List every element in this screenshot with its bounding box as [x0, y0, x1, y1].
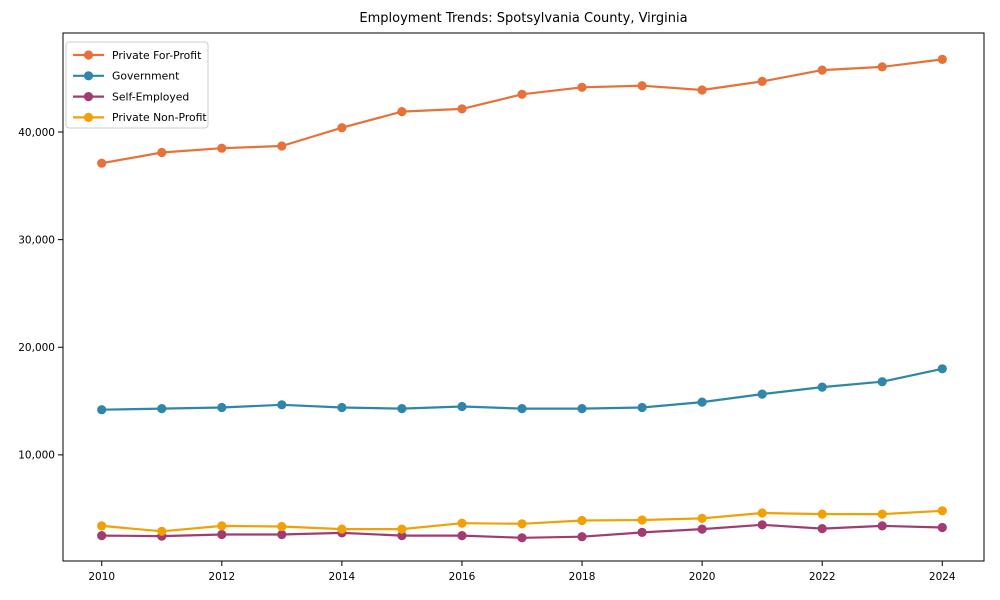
- data-point-private-non-profit-2015[interactable]: [397, 524, 407, 534]
- data-point-private-for-profit-2021[interactable]: [757, 76, 767, 86]
- y-axis-tick-label: 10,000: [18, 450, 55, 462]
- legend-marker: [83, 112, 94, 122]
- series-line-government: [100, 367, 944, 411]
- legend-marker: [83, 71, 94, 81]
- data-point-private-for-profit-2017[interactable]: [517, 89, 527, 99]
- data-point-private-non-profit-2024[interactable]: [937, 506, 947, 516]
- data-point-government-2011[interactable]: [157, 404, 167, 414]
- x-axis-tick-label: 2012: [208, 571, 235, 583]
- data-point-private-for-profit-2024[interactable]: [937, 54, 947, 64]
- series-private-non-profit: [97, 506, 947, 536]
- data-point-private-non-profit-2020[interactable]: [697, 513, 707, 524]
- legend-marker: [83, 50, 94, 60]
- data-point-government-2016[interactable]: [457, 401, 467, 412]
- data-point-self-employed-2012[interactable]: [217, 529, 227, 540]
- y-axis-tick-label: 30,000: [18, 234, 55, 246]
- data-point-self-employed-2021[interactable]: [757, 520, 767, 530]
- data-point-private-for-profit-2020[interactable]: [697, 85, 707, 95]
- legend-item-government[interactable]: Government: [73, 70, 179, 83]
- data-point-private-non-profit-2013[interactable]: [277, 521, 287, 532]
- data-point-private-non-profit-2022[interactable]: [817, 509, 827, 519]
- x-axis-tick-label: 2014: [329, 571, 356, 583]
- data-point-private-for-profit-2016[interactable]: [457, 104, 467, 114]
- legend-marker: [83, 92, 94, 102]
- legend-label: Government: [112, 70, 179, 83]
- x-axis-tick-label: 2016: [449, 571, 476, 583]
- data-point-private-for-profit-2023[interactable]: [877, 62, 887, 72]
- data-point-self-employed-2019[interactable]: [637, 527, 647, 538]
- data-point-government-2022[interactable]: [817, 382, 827, 392]
- data-point-self-employed-2022[interactable]: [817, 524, 827, 534]
- data-point-government-2023[interactable]: [877, 377, 887, 387]
- y-axis-tick-label: 20,000: [18, 342, 55, 354]
- series-line-private-for-profit: [100, 58, 944, 165]
- data-point-private-non-profit-2018[interactable]: [577, 515, 587, 526]
- data-point-private-non-profit-2023[interactable]: [877, 509, 887, 519]
- series-government: [97, 364, 947, 415]
- legend-label: Self-Employed: [112, 90, 189, 103]
- data-point-government-2014[interactable]: [337, 402, 347, 413]
- x-axis-tick-label: 2024: [929, 571, 956, 583]
- data-point-private-for-profit-2010[interactable]: [97, 158, 107, 168]
- data-point-private-non-profit-2010[interactable]: [97, 521, 107, 531]
- data-point-self-employed-2023[interactable]: [877, 521, 887, 531]
- data-point-government-2010[interactable]: [97, 405, 107, 415]
- data-point-private-non-profit-2019[interactable]: [637, 515, 647, 525]
- series-self-employed: [97, 520, 947, 543]
- y-axis-tick-label: 40,000: [18, 127, 55, 139]
- data-point-government-2018[interactable]: [577, 404, 587, 414]
- legend-label: Private For-Profit: [112, 49, 201, 62]
- series-private-for-profit: [97, 54, 947, 168]
- data-point-government-2024[interactable]: [937, 364, 947, 374]
- plot-border: [62, 32, 985, 562]
- data-point-self-employed-2010[interactable]: [97, 531, 107, 541]
- data-point-self-employed-2024[interactable]: [937, 522, 947, 533]
- data-point-self-employed-2017[interactable]: [517, 533, 527, 543]
- data-point-private-for-profit-2012[interactable]: [217, 143, 227, 153]
- data-point-self-employed-2015[interactable]: [397, 531, 407, 541]
- data-point-government-2021[interactable]: [757, 389, 767, 399]
- data-point-government-2012[interactable]: [217, 402, 227, 413]
- legend-item-private-for-profit[interactable]: Private For-Profit: [73, 49, 201, 62]
- legend-label: Private Non-Profit: [112, 111, 207, 124]
- x-axis-tick-label: 2010: [88, 571, 115, 583]
- data-point-private-non-profit-2014[interactable]: [337, 524, 347, 534]
- data-point-self-employed-2013[interactable]: [277, 529, 287, 540]
- data-point-private-non-profit-2021[interactable]: [757, 508, 767, 518]
- data-point-government-2013[interactable]: [277, 400, 287, 410]
- legend-item-private-non-profit[interactable]: Private Non-Profit: [73, 111, 207, 124]
- data-point-private-non-profit-2011[interactable]: [157, 526, 167, 536]
- data-point-government-2017[interactable]: [517, 404, 527, 414]
- x-axis-tick-label: 2022: [809, 571, 836, 583]
- data-point-private-for-profit-2022[interactable]: [817, 65, 827, 75]
- x-axis-tick-label: 2018: [569, 571, 596, 583]
- data-point-private-for-profit-2011[interactable]: [157, 147, 167, 158]
- data-point-government-2020[interactable]: [697, 397, 707, 407]
- data-point-private-for-profit-2018[interactable]: [577, 82, 587, 92]
- legend-box: [65, 41, 209, 129]
- data-point-government-2019[interactable]: [637, 402, 647, 413]
- data-point-government-2015[interactable]: [397, 404, 407, 414]
- data-point-self-employed-2020[interactable]: [697, 524, 707, 534]
- data-point-private-for-profit-2013[interactable]: [277, 141, 287, 151]
- data-point-private-for-profit-2015[interactable]: [397, 107, 407, 117]
- data-point-private-non-profit-2012[interactable]: [217, 521, 227, 531]
- data-point-private-for-profit-2019[interactable]: [637, 81, 647, 91]
- chart-title: Employment Trends: Spotsylvania County, …: [359, 11, 687, 26]
- data-point-private-non-profit-2017[interactable]: [517, 519, 527, 529]
- data-point-private-for-profit-2014[interactable]: [337, 123, 347, 133]
- legend-item-self-employed[interactable]: Self-Employed: [73, 90, 189, 103]
- data-point-self-employed-2016[interactable]: [457, 531, 467, 541]
- data-point-private-non-profit-2016[interactable]: [457, 518, 467, 528]
- x-axis-tick-label: 2020: [689, 571, 716, 583]
- data-point-self-employed-2018[interactable]: [577, 532, 587, 542]
- legend: Private For-Profit Government Self-Employe…: [65, 41, 209, 129]
